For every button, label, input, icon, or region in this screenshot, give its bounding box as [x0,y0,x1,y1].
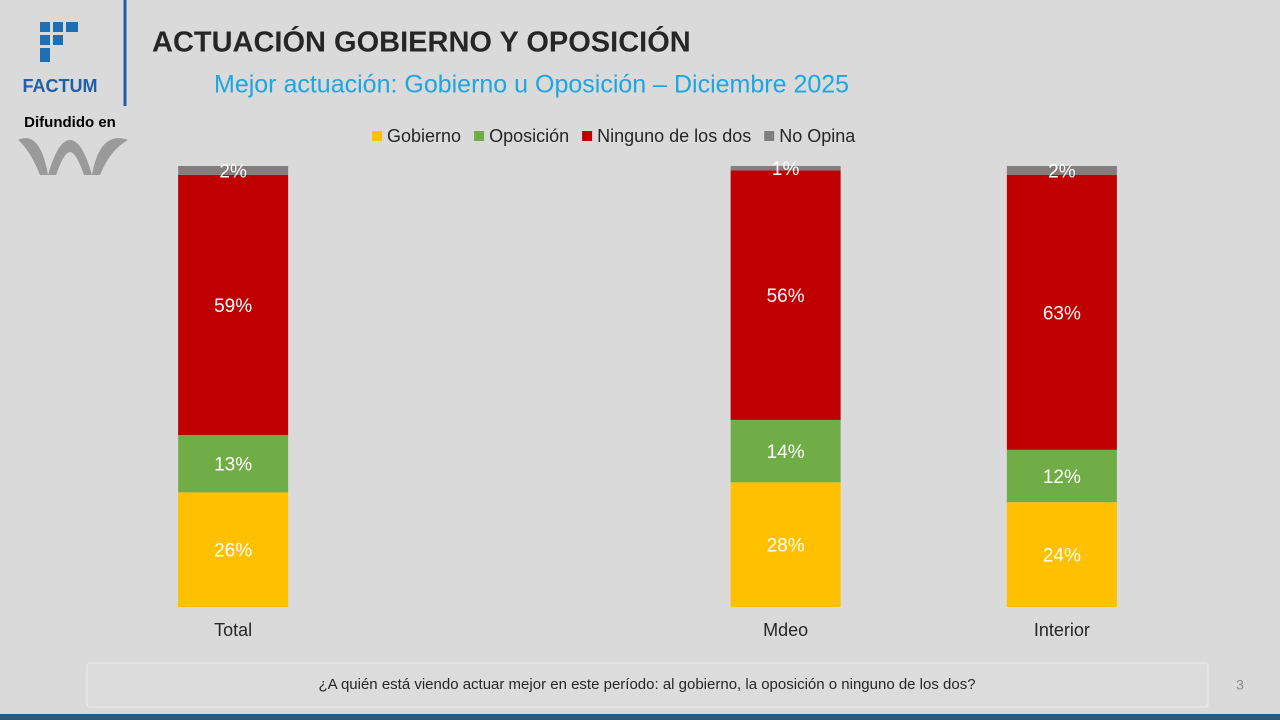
note-box [86,662,1209,708]
bar-segment [1006,449,1117,503]
data-label: 12% [1043,467,1081,488]
chart-subtitle: Mejor actuación: Gobierno u Oposición – … [214,71,849,99]
data-label: 24% [1043,546,1081,567]
bar-segment [178,174,289,436]
bar-segment [730,170,841,420]
legend-label: Oposición [489,126,569,146]
x-tick-label: Interior [1034,620,1090,640]
data-label: 2% [1048,161,1076,182]
data-label: 59% [214,296,252,317]
footer-stripe [0,714,1280,720]
legend-swatch [372,131,382,141]
bar-segment [730,419,841,483]
data-label: 63% [1043,303,1081,324]
x-tick-label: Mdeo [763,620,808,640]
bar-segment [1006,166,1117,175]
x-tick-label: Total [214,620,252,640]
logo-caption: Difundido en [24,114,116,131]
chart-title: ACTUACIÓN GOBIERNO Y OPOSICIÓN [152,25,691,59]
legend: Gobierno Oposición Ninguno de los dos No Op… [372,126,856,146]
data-label: 14% [767,442,805,463]
bar-segment [1006,502,1117,607]
note: ¿A quién está viendo actuar mejor en est… [318,676,975,693]
data-label: 1% [772,159,800,180]
plot: Total 26% 13% 59% 2% Mdeo 28% 14% 56% 1% Interior 2… [178,159,1117,640]
page-number: 3 [1236,677,1244,693]
legend-label: No Opina [779,126,856,146]
bar-segment [730,482,841,607]
legend-swatch [474,131,485,141]
data-label: 13% [214,455,252,476]
legend-swatch [582,131,593,141]
bar-segment [178,492,289,607]
bar-segment [1006,174,1117,450]
legend-swatch [764,131,775,141]
legend-label: Gobierno [387,126,461,146]
bar-segment [178,166,289,175]
data-label: 2% [219,161,247,182]
data-label: 56% [767,286,805,307]
data-label: 28% [767,536,805,557]
data-label: 26% [214,541,252,562]
logo-mark [40,22,78,62]
legend-label: Ninguno de los dos [597,126,751,146]
broadcaster-logo [18,138,128,175]
bar-segment [730,166,841,171]
logo-name: FACTUM [23,76,98,96]
bar-segment [178,435,289,493]
